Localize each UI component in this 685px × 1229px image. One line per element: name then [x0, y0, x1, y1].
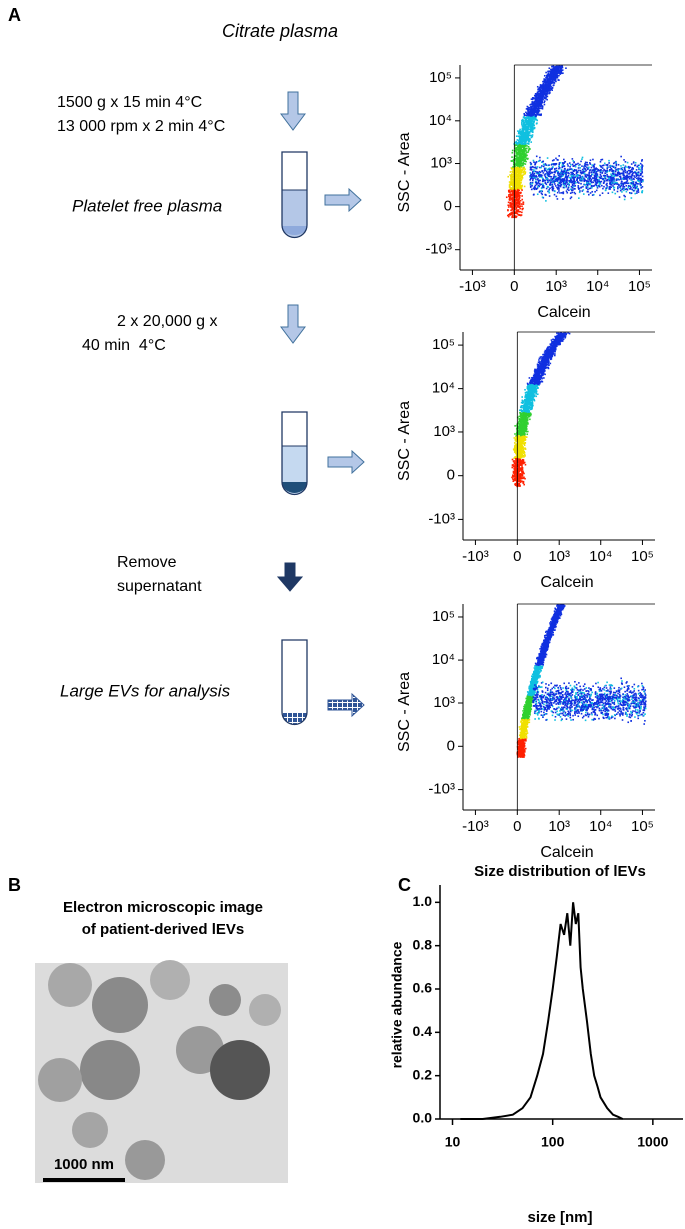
- x-tick-label: 10⁵: [631, 548, 654, 565]
- y-tick-label: -10³: [428, 510, 455, 527]
- image-title: of patient-derived lEVs: [82, 921, 245, 938]
- x-tick-label: 10⁵: [628, 278, 651, 295]
- x-axis-label: size [nm]: [527, 1209, 592, 1226]
- scale-bar-label: 1000 nm: [54, 1156, 114, 1173]
- density-cloud: [516, 604, 646, 758]
- y-tick-label: 10⁴: [432, 651, 455, 668]
- step-text: supernatant: [117, 578, 202, 595]
- panel-label: C: [398, 875, 411, 895]
- image-title: Electron microscopic image: [63, 899, 263, 916]
- x-tick-label: 1000: [637, 1134, 668, 1150]
- x-tick-label: 0: [513, 548, 521, 565]
- y-tick-label: 10⁴: [429, 112, 452, 129]
- x-tick-label: -10³: [459, 278, 486, 295]
- y-tick-label: 0: [444, 198, 452, 215]
- step-text: Citrate plasma: [222, 21, 338, 41]
- y-tick-label: 10⁵: [432, 336, 455, 353]
- x-axis-label: Calcein: [537, 304, 590, 321]
- step-text: 2 x 20,000 g x: [117, 313, 218, 330]
- panel-label: B: [8, 875, 21, 895]
- x-tick-label: -10³: [462, 818, 489, 835]
- y-tick-label: 0.8: [413, 936, 433, 952]
- y-tick-label: 10⁵: [432, 608, 455, 625]
- x-axis-label: Calcein: [540, 574, 593, 591]
- step-text: Platelet free plasma: [72, 196, 222, 215]
- y-tick-label: 10³: [433, 694, 455, 711]
- line-series: [460, 902, 622, 1119]
- density-cloud: [506, 65, 644, 218]
- step-text: 40 min 4°C: [82, 337, 166, 354]
- y-tick-label: 0.2: [413, 1066, 433, 1082]
- x-tick-label: 10⁴: [586, 278, 609, 295]
- y-tick-label: 0: [447, 467, 455, 484]
- plot-frame: [463, 332, 655, 540]
- x-tick-label: 10⁵: [631, 818, 654, 835]
- panel-label: A: [8, 5, 21, 25]
- y-tick-label: 1.0: [413, 893, 433, 909]
- y-tick-label: 0: [447, 737, 455, 754]
- x-tick-label: 10³: [548, 818, 570, 835]
- y-axis-label: relative abundance: [389, 941, 405, 1068]
- chart-title: Size distribution of lEVs: [474, 863, 646, 880]
- x-tick-label: 10⁴: [589, 818, 612, 835]
- step-text: Large EVs for analysis: [60, 681, 231, 700]
- y-axis-label: SSC - Area: [396, 132, 413, 212]
- x-tick-label: 10⁴: [589, 548, 612, 565]
- density-cloud: [511, 332, 570, 487]
- y-tick-label: 10⁴: [432, 380, 455, 397]
- y-axis-label: SSC - Area: [396, 401, 413, 481]
- step-text: 1500 g x 15 min 4°C: [57, 94, 202, 111]
- em-image: [35, 960, 288, 1183]
- x-tick-label: 100: [541, 1134, 565, 1150]
- y-tick-label: -10³: [428, 781, 455, 798]
- y-tick-label: 10³: [430, 154, 452, 171]
- x-tick-label: 0: [513, 818, 521, 835]
- y-tick-label: -10³: [425, 241, 452, 258]
- workflow-graphics: [278, 92, 364, 725]
- y-tick-label: 0.0: [413, 1110, 433, 1126]
- x-tick-label: 10: [445, 1134, 461, 1150]
- y-tick-label: 0.6: [413, 980, 433, 996]
- y-tick-label: 0.4: [413, 1023, 433, 1039]
- x-tick-label: 0: [510, 278, 518, 295]
- x-tick-label: 10³: [548, 548, 570, 565]
- y-tick-label: 10⁵: [429, 69, 452, 86]
- y-tick-label: 10³: [433, 423, 455, 440]
- step-text: Remove: [117, 554, 177, 571]
- x-tick-label: -10³: [462, 548, 489, 565]
- x-axis-label: Calcein: [540, 844, 593, 861]
- x-tick-label: 10³: [545, 278, 567, 295]
- step-text: 13 000 rpm x 2 min 4°C: [57, 118, 225, 135]
- y-axis-label: SSC - Area: [396, 672, 413, 752]
